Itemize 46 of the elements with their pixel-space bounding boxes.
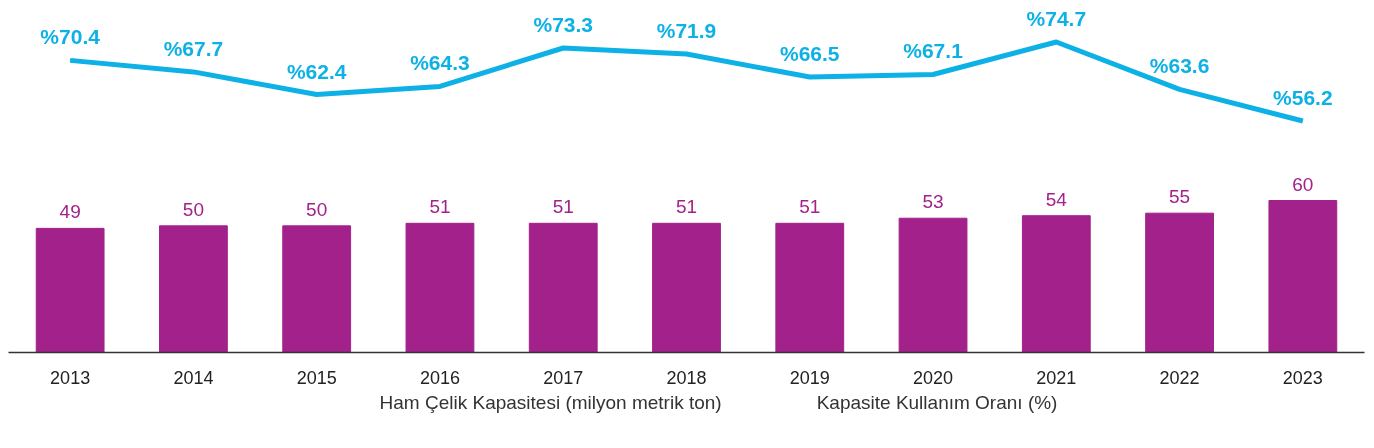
data-label: 50 bbox=[182, 198, 204, 220]
x-tick-label: 2015 bbox=[296, 367, 337, 388]
data-label: %62.4 bbox=[286, 59, 347, 83]
x-tick-label: 2017 bbox=[543, 367, 584, 388]
bar bbox=[652, 222, 721, 353]
data-label: %67.1 bbox=[903, 39, 964, 63]
data-label: %73.3 bbox=[533, 13, 593, 36]
data-label: 53 bbox=[922, 191, 944, 213]
data-label: 51 bbox=[675, 196, 698, 218]
x-tick-label: 2022 bbox=[1159, 367, 1200, 388]
text: Kapasite Kullanım Oranı (%) bbox=[816, 392, 1058, 414]
bar bbox=[1021, 215, 1091, 353]
text: Ham Çelik Kapasitesi (milyon metrik ton) bbox=[379, 392, 722, 414]
bar bbox=[159, 225, 228, 353]
data-label: 51 bbox=[799, 196, 821, 218]
x-tick-label: 2020 bbox=[913, 367, 954, 388]
data-label: 49 bbox=[59, 201, 81, 223]
x-tick-label: 2019 bbox=[789, 367, 830, 388]
data-label: 50 bbox=[306, 198, 328, 220]
x-tick-label: 2016 bbox=[419, 367, 460, 388]
data-label: 54 bbox=[1045, 188, 1068, 210]
bar bbox=[898, 217, 968, 353]
bar bbox=[775, 222, 845, 353]
data-label: %71.9 bbox=[656, 18, 717, 42]
bar bbox=[1145, 212, 1214, 353]
bar bbox=[405, 222, 475, 353]
data-label: %63.6 bbox=[1149, 54, 1210, 78]
bar bbox=[528, 222, 598, 353]
data-label: %70.4 bbox=[40, 25, 101, 49]
data-label: 51 bbox=[429, 196, 451, 218]
data-label: 60 bbox=[1292, 173, 1314, 195]
bar bbox=[282, 225, 352, 353]
data-label: 55 bbox=[1169, 186, 1191, 208]
x-tick-label: 2014 bbox=[173, 367, 214, 388]
data-label: %67.7 bbox=[163, 36, 224, 60]
x-tick-label: 2023 bbox=[1282, 367, 1323, 388]
bar bbox=[35, 227, 105, 353]
x-tick-label: 2021 bbox=[1036, 367, 1077, 388]
data-label: %56.2 bbox=[1273, 85, 1333, 109]
data-label: 51 bbox=[552, 196, 574, 218]
x-tick-label: 2018 bbox=[666, 367, 707, 388]
data-label: %74.7 bbox=[1026, 7, 1087, 31]
data-label: %64.3 bbox=[410, 51, 470, 75]
data-label: %66.5 bbox=[780, 42, 840, 66]
bar bbox=[1268, 200, 1338, 353]
x-tick-label: 2013 bbox=[50, 367, 91, 388]
